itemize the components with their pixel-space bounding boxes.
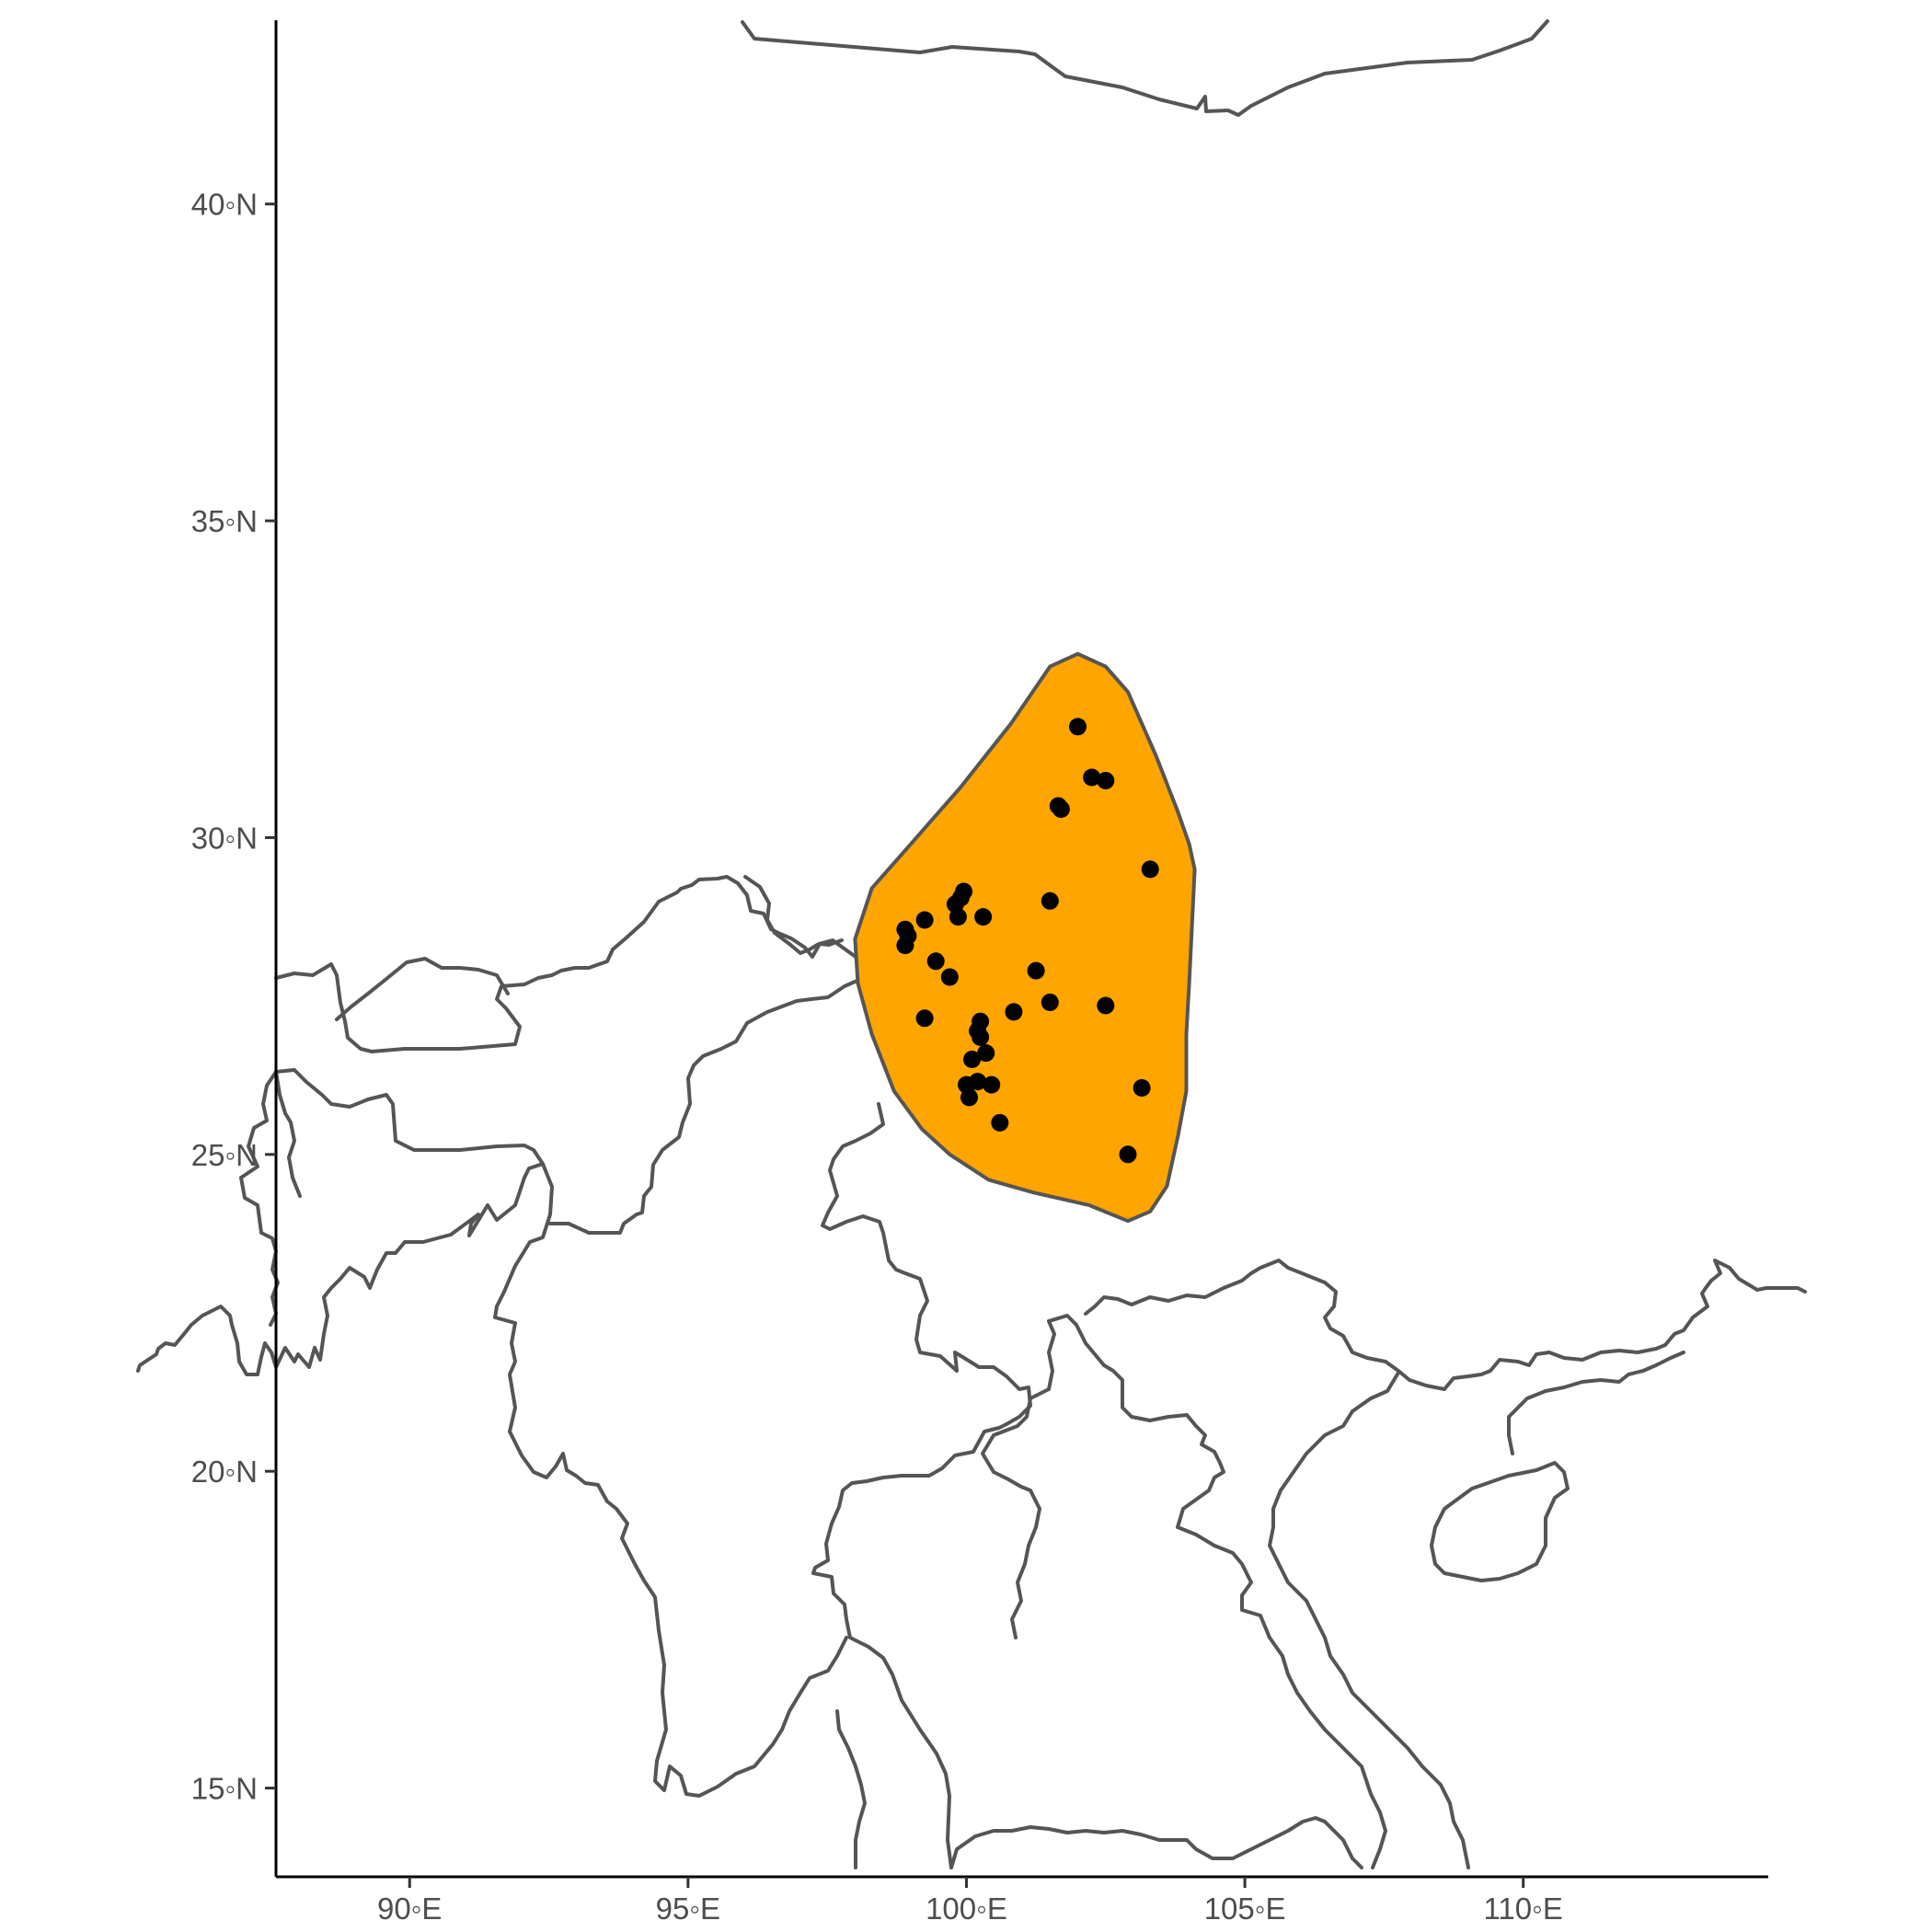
- coast-vietnam: [1268, 1371, 1470, 1869]
- border-bangladesh: [136, 1068, 545, 1376]
- occurrence-point: [972, 1028, 990, 1046]
- occurrence-point: [977, 1044, 995, 1063]
- border-myanmar-west: [493, 1162, 784, 1798]
- occurrence-point: [1133, 1079, 1151, 1097]
- occurrence-point: [949, 908, 967, 926]
- occurrence-point: [1097, 772, 1115, 789]
- species-range-polygon: [853, 651, 1197, 1224]
- occurrence-point: [940, 968, 959, 986]
- occurrence-point: [974, 908, 993, 926]
- border-north: [741, 19, 1549, 117]
- occurrence-point: [1141, 860, 1159, 879]
- range-layer: [853, 651, 1197, 1224]
- occurrence-point: [1041, 994, 1059, 1011]
- country-borders: [136, 19, 1807, 1869]
- axes: 90◦E 95◦E 100◦E 105◦E 110◦E 15◦N 20◦N 25◦N 30◦N 3…: [191, 20, 1768, 1926]
- occurrence-point: [960, 1088, 978, 1107]
- occurrence-point: [1005, 1003, 1023, 1021]
- coast-guangdong: [1507, 1351, 1685, 1455]
- border-west-edge: [274, 1070, 302, 1198]
- occurrence-point: [1027, 961, 1045, 980]
- occurrence-points: [896, 718, 1159, 1164]
- occurrence-point: [983, 1075, 1001, 1094]
- y-tick-label: 40◦N: [191, 188, 258, 222]
- border-myanmar-china: [811, 1102, 1032, 1869]
- occurrence-point: [1097, 996, 1115, 1015]
- y-tick-label: 20◦N: [191, 1455, 258, 1489]
- y-tick-label: 25◦N: [191, 1138, 258, 1172]
- occurrence-point: [926, 952, 945, 971]
- border-thailand: [949, 1816, 1363, 1869]
- occurrence-point: [1069, 718, 1087, 736]
- occurrence-point: [896, 937, 914, 955]
- hainan-island: [1430, 1461, 1570, 1582]
- border-laos-north: [1047, 1314, 1387, 1869]
- border-myanmar-india: [548, 875, 871, 1235]
- x-tick-label: 90◦E: [377, 1892, 442, 1926]
- occurrence-point: [915, 1009, 934, 1028]
- y-tick-label: 30◦N: [191, 821, 258, 855]
- y-tick-label: 35◦N: [191, 504, 258, 538]
- x-tick-label: 105◦E: [1204, 1892, 1286, 1926]
- x-tick-label: 95◦E: [656, 1892, 720, 1926]
- occurrence-point: [963, 1051, 981, 1068]
- occurrence-point: [991, 1113, 1009, 1132]
- border-bhutan: [335, 957, 510, 1021]
- x-tick-label: 100◦E: [926, 1892, 1007, 1926]
- border-myanmar-thailand: [780, 1636, 848, 1731]
- occurrence-point: [1119, 1145, 1137, 1164]
- y-tick-label: 15◦N: [191, 1772, 258, 1806]
- occurrence-point: [1041, 891, 1059, 910]
- occurrence-point: [1083, 768, 1101, 787]
- border-himalaya: [274, 875, 844, 1053]
- x-tick-label: 110◦E: [1484, 1892, 1563, 1926]
- occurrence-point: [915, 911, 934, 929]
- border-laos-china: [981, 1319, 1056, 1639]
- occurrence-point: [969, 1073, 987, 1091]
- border-china-vietnam: [1084, 1259, 1807, 1391]
- border-bangladesh-west: [239, 1070, 280, 1327]
- occurrence-point: [1052, 800, 1070, 818]
- coast-andaman: [835, 1709, 867, 1869]
